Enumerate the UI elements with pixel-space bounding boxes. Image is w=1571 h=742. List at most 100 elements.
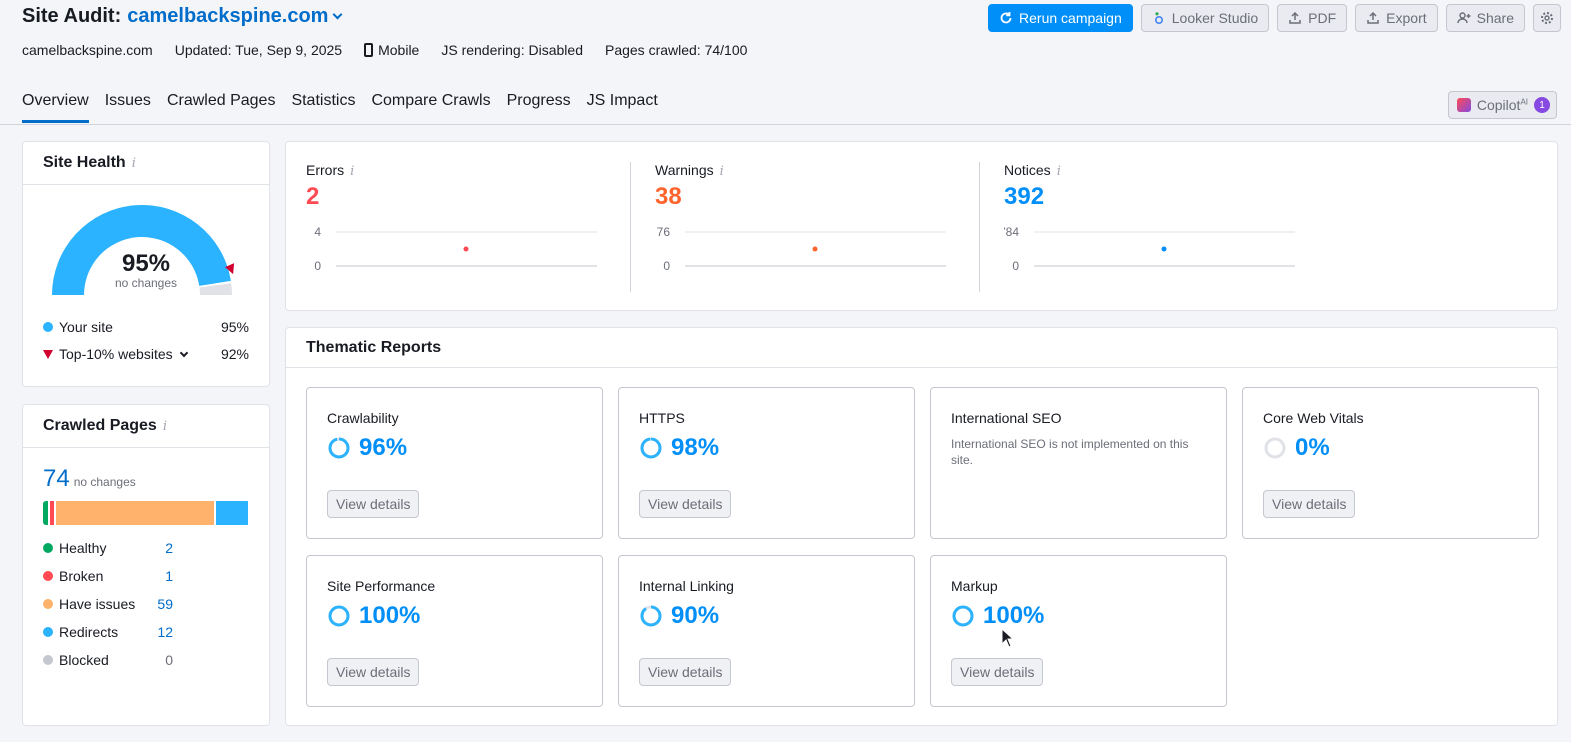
- report-card-internal-linking: Internal Linking 90% View details: [618, 555, 915, 707]
- chevron-down-icon[interactable]: [333, 9, 343, 20]
- data-point[interactable]: [463, 246, 469, 252]
- meta-pages-crawled: Pages crawled: 74/100: [604, 42, 748, 58]
- looker-studio-button[interactable]: Looker Studio: [1140, 4, 1270, 32]
- score-ring-icon: [328, 605, 350, 627]
- errors-label: Errors i: [306, 162, 626, 179]
- top10-selector[interactable]: Top-10% websites: [59, 346, 188, 362]
- info-icon[interactable]: i: [131, 156, 136, 171]
- crawled-pages-bar: [43, 501, 250, 525]
- crawled-pages-title: Crawled Pages: [43, 417, 157, 434]
- view-details-button[interactable]: View details: [951, 658, 1044, 686]
- report-title: Internal Linking: [639, 578, 734, 594]
- bar-segment-broken[interactable]: [50, 501, 55, 525]
- report-percent: 90%: [671, 602, 720, 629]
- status-count[interactable]: 1: [165, 568, 173, 584]
- issues-separator: [630, 162, 631, 292]
- rerun-campaign-label: Rerun campaign: [1019, 10, 1122, 26]
- export-icon: [1367, 11, 1379, 24]
- bar-segment-healthy[interactable]: [43, 501, 49, 525]
- title-prefix: Site Audit:: [22, 5, 122, 27]
- report-score[interactable]: 100%: [327, 602, 420, 630]
- view-details-button[interactable]: View details: [327, 658, 420, 686]
- bar-segment-have-issues[interactable]: [56, 501, 214, 525]
- report-title: Crawlability: [327, 410, 399, 426]
- upload-icon: [1289, 11, 1301, 24]
- notices-count[interactable]: 392: [1004, 183, 1045, 210]
- score-ring-icon: [640, 437, 662, 459]
- report-score[interactable]: 90%: [639, 602, 719, 630]
- report-percent: 100%: [359, 602, 421, 629]
- errors-summary: Errors i 2 4 0: [306, 162, 626, 292]
- share-button[interactable]: Share: [1445, 4, 1525, 32]
- domain-selector[interactable]: camelbackspine.com: [127, 5, 329, 27]
- copilot-button[interactable]: CopilotAI 1: [1447, 91, 1557, 119]
- status-count[interactable]: 59: [157, 596, 173, 612]
- report-score[interactable]: 98%: [639, 434, 719, 462]
- tabs-divider: [0, 124, 1571, 125]
- info-icon[interactable]: i: [719, 164, 724, 179]
- warnings-count[interactable]: 38: [655, 183, 682, 210]
- meta-updated: Updated: Tue, Sep 9, 2025: [174, 42, 343, 58]
- score-ring-icon: [328, 437, 350, 459]
- view-details-button[interactable]: View details: [327, 490, 420, 518]
- gauge-top10-marker: [225, 263, 235, 275]
- meta-js-rendering: JS rendering: Disabled: [441, 42, 583, 58]
- status-dot: [43, 627, 53, 637]
- status-label: Blocked: [59, 652, 109, 668]
- crawled-pages-total[interactable]: 74 no changes: [43, 465, 136, 493]
- tab-progress[interactable]: Progress: [506, 92, 571, 109]
- score-ring-fill: [328, 437, 350, 459]
- status-count: 0: [165, 652, 173, 668]
- view-details-button[interactable]: View details: [639, 658, 732, 686]
- status-count[interactable]: 12: [157, 624, 173, 640]
- info-icon[interactable]: i: [162, 419, 167, 434]
- copilot-badge: 1: [1534, 97, 1550, 113]
- gauge-site-arc: [52, 204, 231, 295]
- rerun-campaign-button[interactable]: Rerun campaign: [988, 4, 1133, 32]
- view-details-button[interactable]: View details: [639, 490, 732, 518]
- settings-button[interactable]: [1533, 4, 1561, 32]
- tab-compare-crawls[interactable]: Compare Crawls: [371, 92, 491, 109]
- tab-issues[interactable]: Issues: [104, 92, 151, 109]
- crawled-pages-row: Broken 1: [43, 568, 173, 584]
- report-score[interactable]: 96%: [327, 434, 407, 462]
- data-point[interactable]: [1161, 246, 1167, 252]
- notices-label: Notices i: [1004, 162, 1324, 179]
- data-point[interactable]: [812, 246, 818, 252]
- site-health-gauge: [52, 204, 235, 295]
- chevron-down-icon[interactable]: [179, 348, 188, 358]
- info-icon[interactable]: i: [1056, 164, 1061, 179]
- report-card-markup: Markup 100% View details: [930, 555, 1227, 707]
- site-health-percent: 95%: [121, 250, 171, 277]
- report-percent: 100%: [983, 602, 1045, 629]
- crawled-pages-total-value[interactable]: 74: [43, 465, 70, 492]
- report-score[interactable]: 100%: [951, 602, 1044, 630]
- warnings-sparkline: 76 0: [657, 226, 946, 273]
- tab-js-impact[interactable]: JS Impact: [586, 92, 658, 109]
- pdf-button[interactable]: PDF: [1277, 4, 1348, 32]
- export-button[interactable]: Export: [1355, 4, 1438, 32]
- report-score[interactable]: 0%: [1263, 434, 1330, 462]
- status-label: Redirects: [59, 624, 119, 640]
- score-ring-track: [1264, 437, 1286, 459]
- tab-crawled-pages[interactable]: Crawled Pages: [166, 92, 276, 109]
- score-ring-fill: [640, 437, 662, 459]
- tab-overview[interactable]: Overview: [22, 92, 89, 123]
- notices-summary: Notices i 392 784 0: [1004, 162, 1324, 292]
- view-details-button[interactable]: View details: [1263, 490, 1356, 518]
- errors-count[interactable]: 2: [306, 183, 320, 210]
- crawled-pages-row: Blocked 0: [43, 652, 173, 668]
- gauge-track-arc: [199, 283, 232, 295]
- your-site-value: 95%: [220, 319, 249, 335]
- main-tabs: Overview Issues Crawled Pages Statistics…: [22, 92, 658, 123]
- thematic-reports-card: Thematic Reports Crawlability 96% View det…: [285, 327, 1558, 726]
- info-icon[interactable]: i: [350, 164, 355, 179]
- status-dot: [43, 543, 53, 553]
- your-site-dot: [43, 322, 53, 332]
- y-tick-max: 784: [1004, 226, 1019, 239]
- bar-segment-redirects[interactable]: [215, 501, 248, 525]
- status-count[interactable]: 2: [165, 540, 173, 556]
- tab-statistics[interactable]: Statistics: [291, 92, 356, 109]
- status-label: Have issues: [59, 596, 136, 612]
- mobile-phone-icon: [364, 43, 374, 57]
